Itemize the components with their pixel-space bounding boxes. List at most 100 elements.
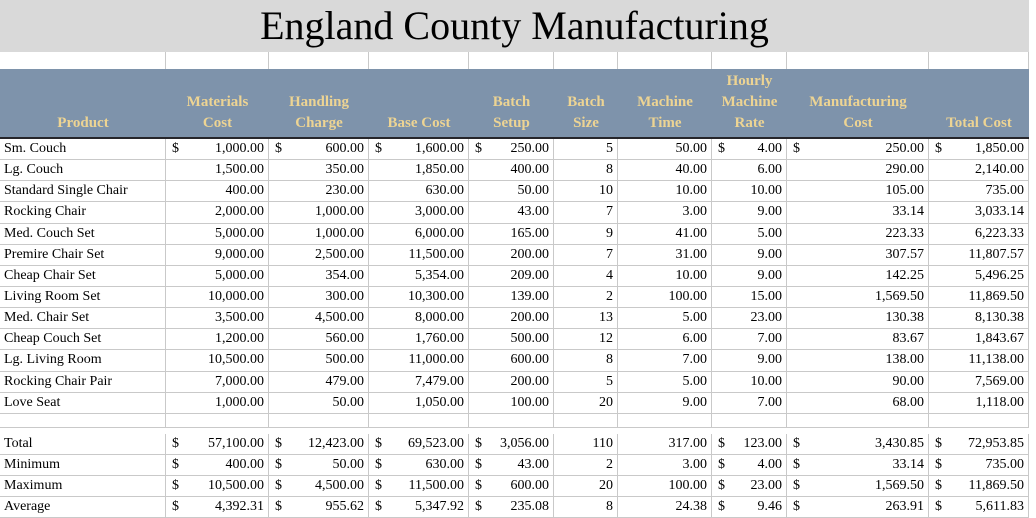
cell-batch-size[interactable]: 4	[554, 265, 618, 286]
blank-cell-total-cost[interactable]	[929, 413, 1029, 427]
blank-cell-batch-size[interactable]	[554, 413, 618, 427]
cell-batch-size[interactable]: 9	[554, 223, 618, 244]
cell-handling-charge[interactable]: 350.00	[269, 160, 369, 181]
cell-materials-cost[interactable]: 10,500.00	[166, 350, 269, 371]
cell-hourly-machine-rate[interactable]: 9.00	[712, 202, 787, 223]
cell-batch-setup[interactable]: $250.00	[469, 139, 554, 160]
cell-total-cost[interactable]: 2,140.00	[929, 160, 1029, 181]
cell-batch-setup[interactable]: $235.08	[469, 496, 554, 517]
header-manufacturing-cost[interactable]: Manufacturing Cost	[787, 69, 929, 137]
cell-batch-size[interactable]: 8	[554, 496, 618, 517]
cell-hourly-machine-rate[interactable]: 10.00	[712, 371, 787, 392]
cell-handling-charge[interactable]: 479.00	[269, 371, 369, 392]
cell-product[interactable]: Total	[0, 433, 166, 454]
header-machine-time[interactable]: Machine Time	[618, 69, 712, 137]
blank-cell-hourly-machine-rate[interactable]	[712, 413, 787, 427]
cell-manufacturing-cost[interactable]: 290.00	[787, 160, 929, 181]
cell-handling-charge[interactable]: 2,500.00	[269, 244, 369, 265]
cell-machine-time[interactable]: 9.00	[618, 392, 712, 413]
cell-hourly-machine-rate[interactable]: $123.00	[712, 433, 787, 454]
cell-hourly-machine-rate[interactable]: 5.00	[712, 223, 787, 244]
cell-materials-cost[interactable]: 5,000.00	[166, 223, 269, 244]
cell-base-cost[interactable]: 630.00	[369, 181, 469, 202]
cell-batch-setup[interactable]: 43.00	[469, 202, 554, 223]
blank-cell-manufacturing-cost[interactable]	[787, 413, 929, 427]
cell-product[interactable]: Premire Chair Set	[0, 244, 166, 265]
cell-hourly-machine-rate[interactable]: 9.00	[712, 350, 787, 371]
cell-materials-cost[interactable]: $1,000.00	[166, 139, 269, 160]
cell-batch-setup[interactable]: 100.00	[469, 392, 554, 413]
cell-batch-setup[interactable]: $600.00	[469, 475, 554, 496]
cell-machine-time[interactable]: 3.00	[618, 454, 712, 475]
cell-handling-charge[interactable]: $4,500.00	[269, 475, 369, 496]
cell-materials-cost[interactable]: 1,500.00	[166, 160, 269, 181]
cell-materials-cost[interactable]: 1,000.00	[166, 392, 269, 413]
cell-batch-size[interactable]: 13	[554, 308, 618, 329]
cell-hourly-machine-rate[interactable]: $23.00	[712, 475, 787, 496]
cell-manufacturing-cost[interactable]: 142.25	[787, 265, 929, 286]
cell-machine-time[interactable]: 100.00	[618, 475, 712, 496]
cell-batch-size[interactable]: 10	[554, 181, 618, 202]
cell-product[interactable]: Med. Chair Set	[0, 308, 166, 329]
cell-total-cost[interactable]: $1,850.00	[929, 139, 1029, 160]
cell-product[interactable]: Living Room Set	[0, 286, 166, 308]
cell-manufacturing-cost[interactable]: 90.00	[787, 371, 929, 392]
cell-product[interactable]: Rocking Chair	[0, 202, 166, 223]
cell-batch-size[interactable]: 2	[554, 286, 618, 308]
cell-manufacturing-cost[interactable]: 33.14	[787, 202, 929, 223]
cell-handling-charge[interactable]: $955.62	[269, 496, 369, 517]
cell-total-cost[interactable]: 11,807.57	[929, 244, 1029, 265]
header-materials-cost[interactable]: Materials Cost	[166, 69, 269, 137]
cell-total-cost[interactable]: 735.00	[929, 181, 1029, 202]
cell-materials-cost[interactable]: 2,000.00	[166, 202, 269, 223]
cell-batch-size[interactable]: 20	[554, 392, 618, 413]
cell-machine-time[interactable]: 6.00	[618, 329, 712, 350]
cell-handling-charge[interactable]: 1,000.00	[269, 223, 369, 244]
cell-materials-cost[interactable]: 7,000.00	[166, 371, 269, 392]
cell-handling-charge[interactable]: $12,423.00	[269, 433, 369, 454]
cell-manufacturing-cost[interactable]: $3,430.85	[787, 433, 929, 454]
blank-cell-batch-size[interactable]	[554, 52, 618, 69]
cell-total-cost[interactable]: 8,130.38	[929, 308, 1029, 329]
cell-product[interactable]: Minimum	[0, 454, 166, 475]
cell-materials-cost[interactable]: $57,100.00	[166, 433, 269, 454]
cell-hourly-machine-rate[interactable]: 9.00	[712, 265, 787, 286]
cell-manufacturing-cost[interactable]: 1,569.50	[787, 286, 929, 308]
cell-manufacturing-cost[interactable]: $263.91	[787, 496, 929, 517]
cell-product[interactable]: Cheap Chair Set	[0, 265, 166, 286]
cell-product[interactable]: Standard Single Chair	[0, 181, 166, 202]
cell-materials-cost[interactable]: $400.00	[166, 454, 269, 475]
header-hourly-machine-rate[interactable]: Hourly Machine Rate	[712, 69, 787, 137]
cell-machine-time[interactable]: 31.00	[618, 244, 712, 265]
cell-base-cost[interactable]: 6,000.00	[369, 223, 469, 244]
cell-machine-time[interactable]: 7.00	[618, 350, 712, 371]
cell-batch-setup[interactable]: $3,056.00	[469, 433, 554, 454]
cell-materials-cost[interactable]: $4,392.31	[166, 496, 269, 517]
cell-manufacturing-cost[interactable]: $250.00	[787, 139, 929, 160]
cell-product[interactable]: Sm. Couch	[0, 139, 166, 160]
cell-materials-cost[interactable]: $10,500.00	[166, 475, 269, 496]
cell-batch-size[interactable]: 12	[554, 329, 618, 350]
cell-base-cost[interactable]: 1,850.00	[369, 160, 469, 181]
cell-manufacturing-cost[interactable]: 130.38	[787, 308, 929, 329]
cell-total-cost[interactable]: 1,843.67	[929, 329, 1029, 350]
cell-batch-setup[interactable]: 139.00	[469, 286, 554, 308]
cell-base-cost[interactable]: $11,500.00	[369, 475, 469, 496]
cell-handling-charge[interactable]: 50.00	[269, 392, 369, 413]
cell-hourly-machine-rate[interactable]: 15.00	[712, 286, 787, 308]
cell-handling-charge[interactable]: 4,500.00	[269, 308, 369, 329]
cell-batch-setup[interactable]: 209.00	[469, 265, 554, 286]
cell-total-cost[interactable]: $72,953.85	[929, 433, 1029, 454]
cell-machine-time[interactable]: 10.00	[618, 265, 712, 286]
header-handling-charge[interactable]: Handling Charge	[269, 69, 369, 137]
cell-base-cost[interactable]: 5,354.00	[369, 265, 469, 286]
cell-total-cost[interactable]: $5,611.83	[929, 496, 1029, 517]
cell-batch-size[interactable]: 8	[554, 350, 618, 371]
cell-base-cost[interactable]: 1,760.00	[369, 329, 469, 350]
cell-product[interactable]: Lg. Couch	[0, 160, 166, 181]
cell-materials-cost[interactable]: 5,000.00	[166, 265, 269, 286]
cell-batch-setup[interactable]: 200.00	[469, 371, 554, 392]
blank-cell-batch-setup[interactable]	[469, 413, 554, 427]
blank-cell-product[interactable]	[0, 52, 166, 69]
cell-hourly-machine-rate[interactable]: 6.00	[712, 160, 787, 181]
